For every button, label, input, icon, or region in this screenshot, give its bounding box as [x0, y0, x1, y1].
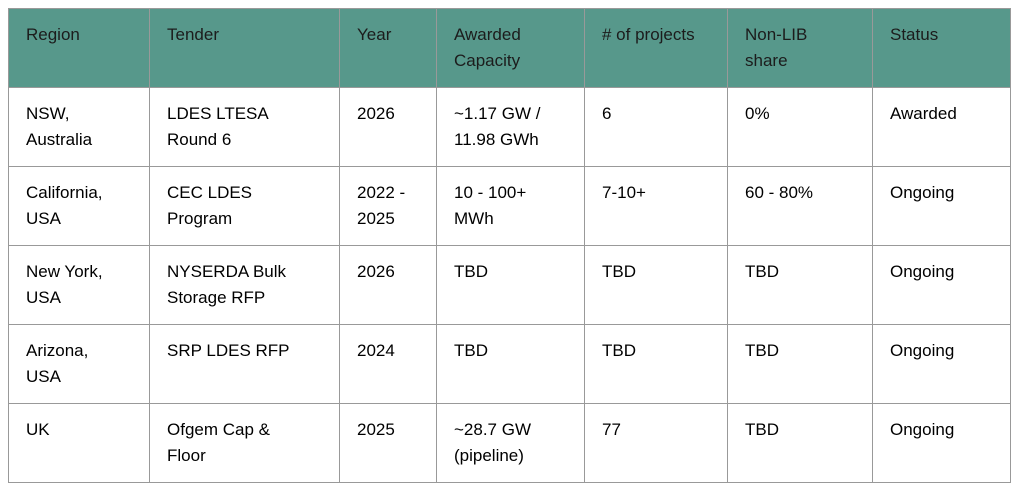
cell-tender: SRP LDES RFP	[149, 324, 340, 404]
cell-tender: LDES LTESA Round 6	[149, 87, 340, 167]
cell-awarded-capacity: ~28.7 GW (pipeline)	[436, 403, 585, 483]
cell-non-lib-share: 0%	[727, 87, 873, 167]
cell-region: New York, USA	[8, 245, 150, 325]
table-row: UK Ofgem Cap & Floor 2025 ~28.7 GW (pipe…	[8, 403, 1011, 483]
cell-year: 2026	[339, 87, 437, 167]
ldes-tenders-table: Region Tender Year Awarded Capacity # of…	[8, 8, 1011, 483]
cell-region: Arizona, USA	[8, 324, 150, 404]
column-header-status: Status	[872, 8, 1011, 88]
cell-awarded-capacity: TBD	[436, 245, 585, 325]
cell-non-lib-share: TBD	[727, 245, 873, 325]
cell-num-projects: 77	[584, 403, 728, 483]
cell-awarded-capacity: 10 - 100+ MWh	[436, 166, 585, 246]
cell-tender: CEC LDES Program	[149, 166, 340, 246]
cell-awarded-capacity: ~1.17 GW / 11.98 GWh	[436, 87, 585, 167]
cell-tender: NYSERDA Bulk Storage RFP	[149, 245, 340, 325]
cell-region: California, USA	[8, 166, 150, 246]
column-header-num-projects: # of projects	[584, 8, 728, 88]
cell-status: Ongoing	[872, 324, 1011, 404]
table-row: Arizona, USA SRP LDES RFP 2024 TBD TBD T…	[8, 324, 1011, 404]
cell-region: NSW, Australia	[8, 87, 150, 167]
cell-year: 2026	[339, 245, 437, 325]
cell-year: 2022 - 2025	[339, 166, 437, 246]
cell-num-projects: TBD	[584, 245, 728, 325]
column-header-tender: Tender	[149, 8, 340, 88]
cell-region: UK	[8, 403, 150, 483]
cell-num-projects: 6	[584, 87, 728, 167]
column-header-non-lib-share: Non-LIB share	[727, 8, 873, 88]
table-row: New York, USA NYSERDA Bulk Storage RFP 2…	[8, 245, 1011, 325]
column-header-year: Year	[339, 8, 437, 88]
cell-status: Ongoing	[872, 403, 1011, 483]
tenders-table-container: Region Tender Year Awarded Capacity # of…	[8, 8, 1011, 483]
cell-year: 2025	[339, 403, 437, 483]
table-row: California, USA CEC LDES Program 2022 - …	[8, 166, 1011, 246]
cell-awarded-capacity: TBD	[436, 324, 585, 404]
cell-status: Ongoing	[872, 245, 1011, 325]
column-header-region: Region	[8, 8, 150, 88]
cell-tender: Ofgem Cap & Floor	[149, 403, 340, 483]
table-row: NSW, Australia LDES LTESA Round 6 2026 ~…	[8, 87, 1011, 167]
cell-num-projects: 7-10+	[584, 166, 728, 246]
cell-non-lib-share: TBD	[727, 403, 873, 483]
column-header-awarded-capacity: Awarded Capacity	[436, 8, 585, 88]
cell-non-lib-share: 60 - 80%	[727, 166, 873, 246]
cell-non-lib-share: TBD	[727, 324, 873, 404]
cell-num-projects: TBD	[584, 324, 728, 404]
cell-status: Awarded	[872, 87, 1011, 167]
cell-year: 2024	[339, 324, 437, 404]
header-row: Region Tender Year Awarded Capacity # of…	[8, 8, 1011, 88]
cell-status: Ongoing	[872, 166, 1011, 246]
